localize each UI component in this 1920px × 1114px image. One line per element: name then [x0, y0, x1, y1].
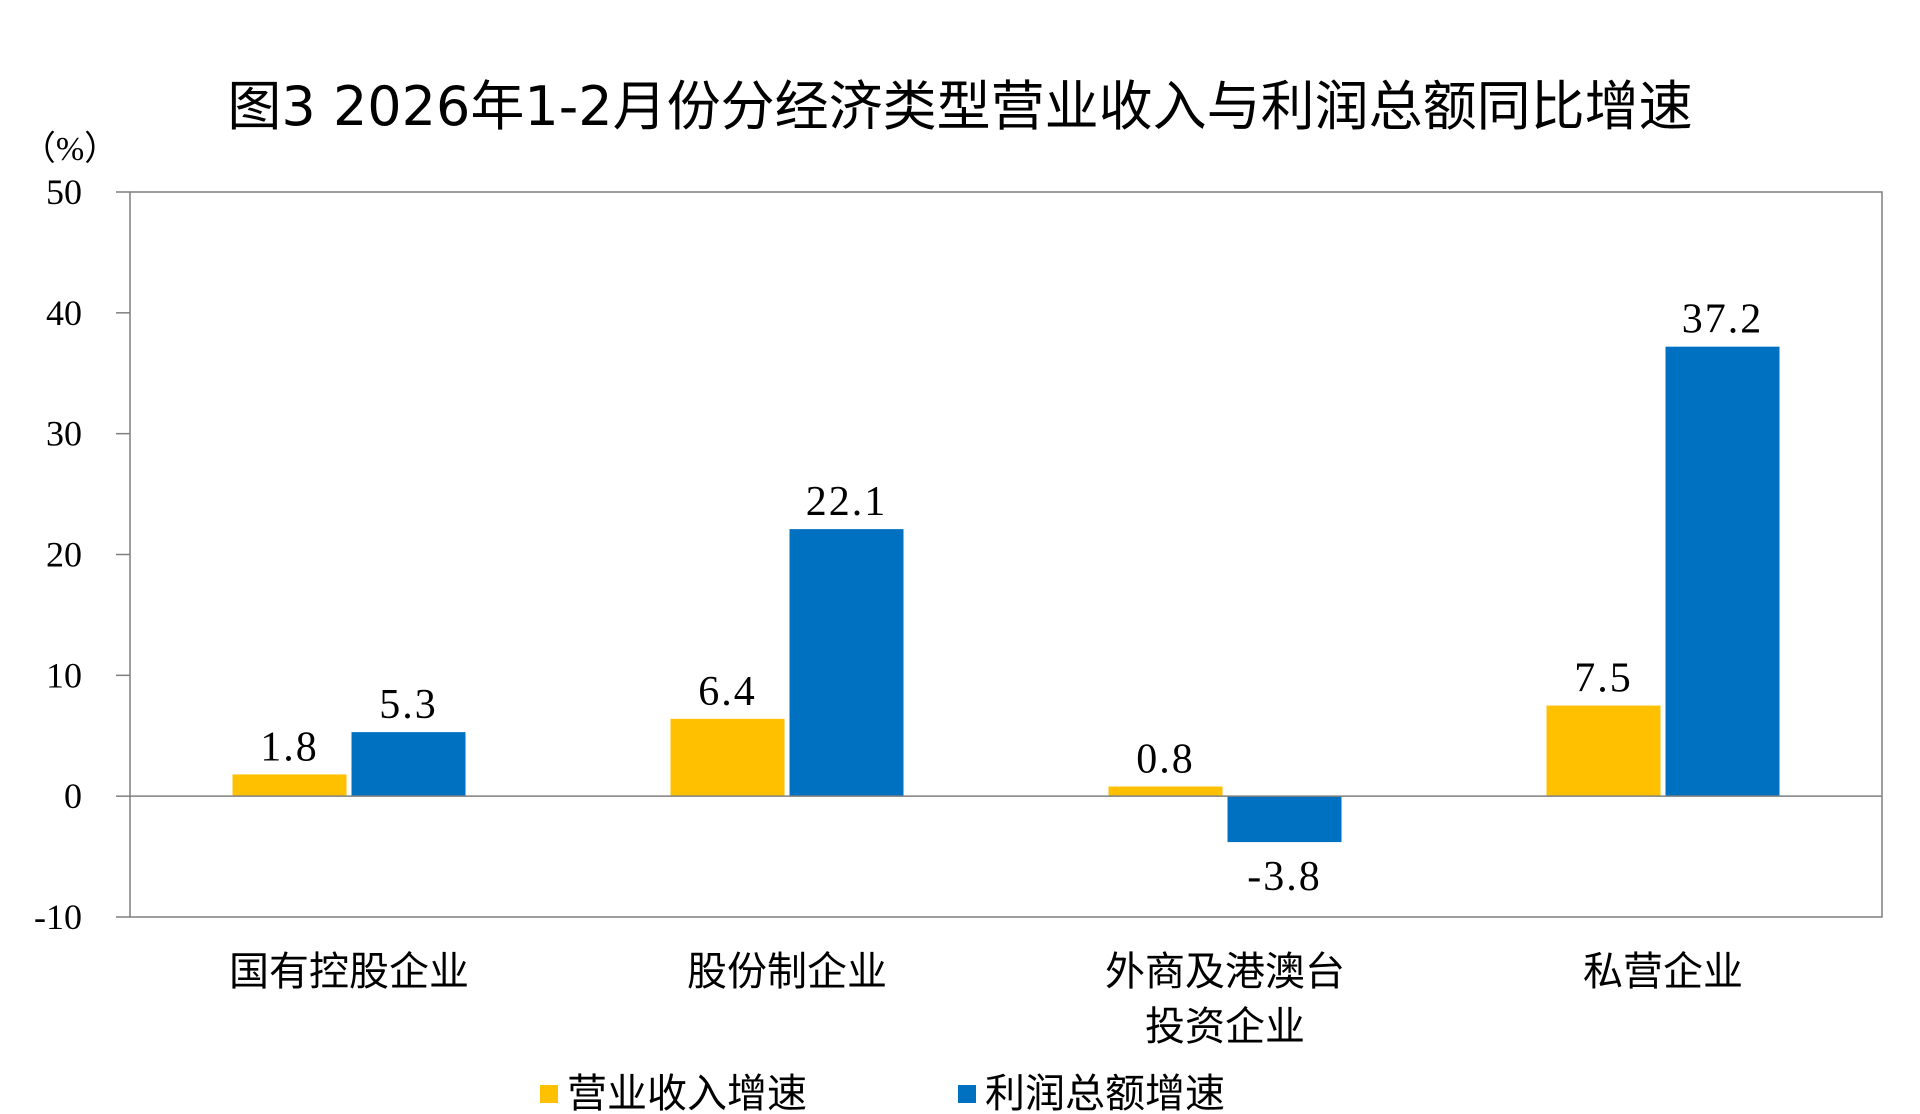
- bar-revenue: [232, 774, 347, 797]
- category-label: 私营企业: [1583, 949, 1743, 995]
- y-tick-label: 20: [46, 535, 82, 575]
- y-tick-label: 0: [64, 776, 82, 816]
- category-label: 投资企业: [1145, 1004, 1305, 1050]
- legend-swatch: [958, 1085, 976, 1103]
- y-axis: 50 40 30 20 10 0 -10: [34, 172, 130, 937]
- data-label: 37.2: [1682, 297, 1764, 343]
- legend: 营业收入增速 利润总额增速: [540, 1071, 1225, 1114]
- bar-revenue: [1108, 786, 1223, 797]
- category-label: 外商及港澳台: [1105, 949, 1345, 995]
- category-label: 股份制企业: [687, 949, 887, 995]
- bar-profit: [789, 529, 904, 797]
- y-tick-label: 40: [46, 293, 82, 333]
- bar-profit: [1665, 346, 1780, 797]
- plot-area-frame: [129, 191, 1883, 918]
- legend-label: 营业收入增速: [567, 1071, 807, 1114]
- data-label: -3.8: [1247, 854, 1322, 900]
- y-tick-label: 50: [46, 172, 82, 212]
- data-label: 6.4: [698, 669, 757, 715]
- data-label: 1.8: [260, 724, 319, 770]
- data-label: 5.3: [379, 682, 438, 728]
- chart-title: 图3 2026年1-2月份分经济类型营业收入与利润总额同比增速: [227, 75, 1692, 138]
- data-label: 7.5: [1574, 656, 1633, 702]
- data-label: 0.8: [1136, 737, 1195, 783]
- bars-group: [232, 346, 1780, 843]
- bar-profit: [351, 732, 466, 797]
- data-label: 22.1: [806, 479, 888, 525]
- y-tick-label: 30: [46, 414, 82, 454]
- bar-revenue: [1546, 705, 1661, 797]
- y-axis-unit-label: （%）: [22, 130, 118, 168]
- legend-swatch: [540, 1085, 558, 1103]
- data-labels-group: 1.8 5.3 6.4 22.1 0.8 -3.8 7.5 37.2: [260, 297, 1764, 900]
- legend-label: 利润总额增速: [985, 1071, 1225, 1114]
- bar-revenue: [670, 718, 785, 797]
- bar-profit: [1227, 796, 1342, 843]
- y-tick-label: -10: [34, 897, 82, 937]
- category-label: 国有控股企业: [229, 949, 469, 995]
- y-tick-label: 10: [46, 655, 82, 695]
